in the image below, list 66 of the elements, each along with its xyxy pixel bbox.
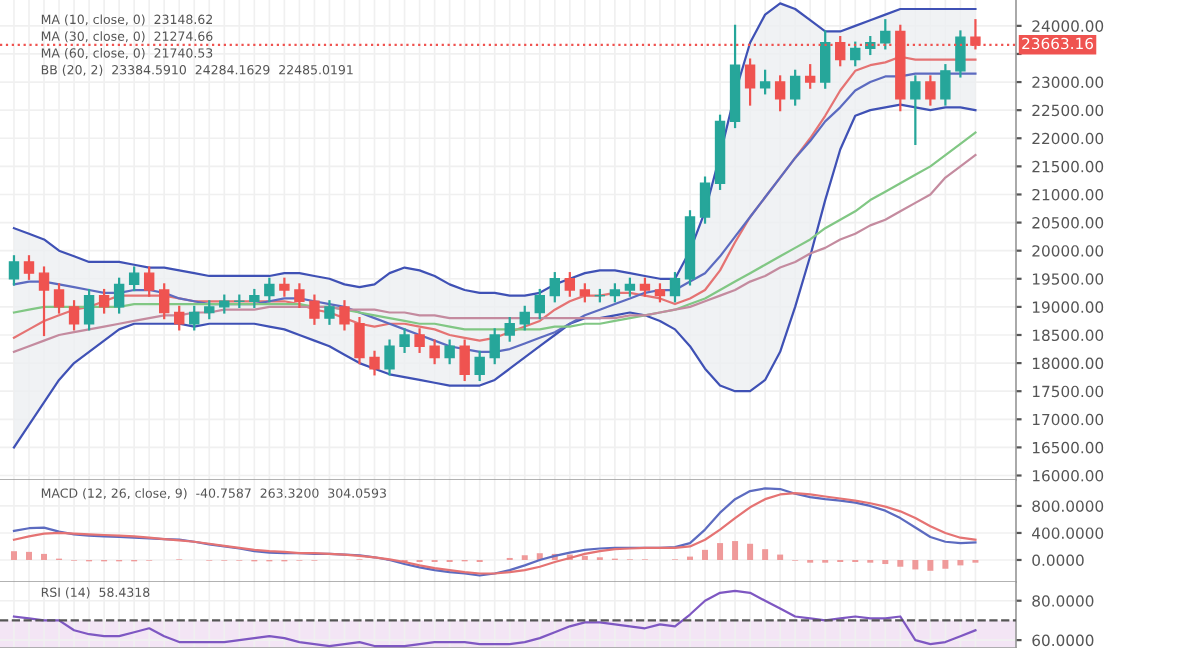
candlestick bbox=[98, 288, 110, 314]
candlestick bbox=[113, 277, 125, 314]
bar bbox=[10, 551, 17, 560]
candlestick bbox=[354, 317, 365, 365]
candlestick bbox=[880, 19, 891, 50]
line-series bbox=[12, 103, 977, 449]
bar bbox=[717, 543, 724, 560]
line-series bbox=[12, 154, 977, 353]
candlestick bbox=[955, 30, 966, 78]
candlestick bbox=[174, 305, 185, 331]
candlestick bbox=[789, 69, 801, 106]
bar bbox=[927, 559, 934, 571]
candlestick bbox=[68, 300, 80, 331]
candlestick bbox=[8, 255, 20, 286]
candlestick bbox=[189, 305, 200, 331]
candlestick bbox=[83, 288, 95, 331]
candlestick bbox=[759, 69, 771, 95]
candlestick bbox=[940, 64, 951, 106]
bar bbox=[732, 541, 739, 560]
candlestick bbox=[444, 339, 455, 365]
candlestick bbox=[910, 75, 921, 145]
candlestick bbox=[850, 41, 861, 67]
candlestick bbox=[414, 328, 425, 353]
candlestick bbox=[369, 350, 380, 376]
candlestick bbox=[143, 266, 155, 297]
line-series bbox=[12, 589, 977, 648]
candlestick bbox=[474, 350, 485, 382]
candlestick bbox=[489, 328, 500, 365]
candlestick bbox=[564, 272, 576, 297]
bar bbox=[957, 559, 964, 566]
candlestick bbox=[744, 58, 756, 106]
candlestick bbox=[384, 339, 395, 376]
line-series bbox=[12, 2, 977, 297]
bar bbox=[25, 551, 32, 560]
candlestick bbox=[459, 339, 470, 382]
candlestick bbox=[324, 300, 335, 325]
bar bbox=[41, 553, 48, 560]
candlestick bbox=[534, 288, 545, 320]
bar bbox=[882, 559, 889, 565]
bar bbox=[777, 554, 784, 560]
candlestick bbox=[294, 283, 305, 308]
candlestick bbox=[128, 266, 140, 292]
candlestick bbox=[925, 75, 936, 106]
candlestick bbox=[399, 328, 410, 353]
candlestick bbox=[774, 75, 786, 112]
candlestick bbox=[264, 277, 275, 303]
candlestick bbox=[820, 30, 831, 89]
bar bbox=[747, 543, 754, 560]
candlestick bbox=[504, 317, 515, 342]
candlestick bbox=[38, 266, 50, 337]
candlestick bbox=[519, 305, 530, 331]
bar bbox=[762, 549, 769, 560]
bar bbox=[942, 559, 949, 569]
candlestick bbox=[699, 176, 711, 224]
candlestick bbox=[549, 272, 560, 303]
bar bbox=[702, 549, 709, 560]
candlestick bbox=[429, 339, 440, 365]
candlestick bbox=[804, 64, 816, 89]
candlestick bbox=[309, 294, 320, 325]
candlestick bbox=[339, 300, 350, 331]
candlestick bbox=[53, 283, 65, 314]
candlestick bbox=[158, 283, 170, 320]
bar bbox=[897, 559, 904, 567]
bar bbox=[912, 559, 919, 570]
candlestick bbox=[23, 255, 35, 280]
candlestick bbox=[669, 272, 681, 303]
